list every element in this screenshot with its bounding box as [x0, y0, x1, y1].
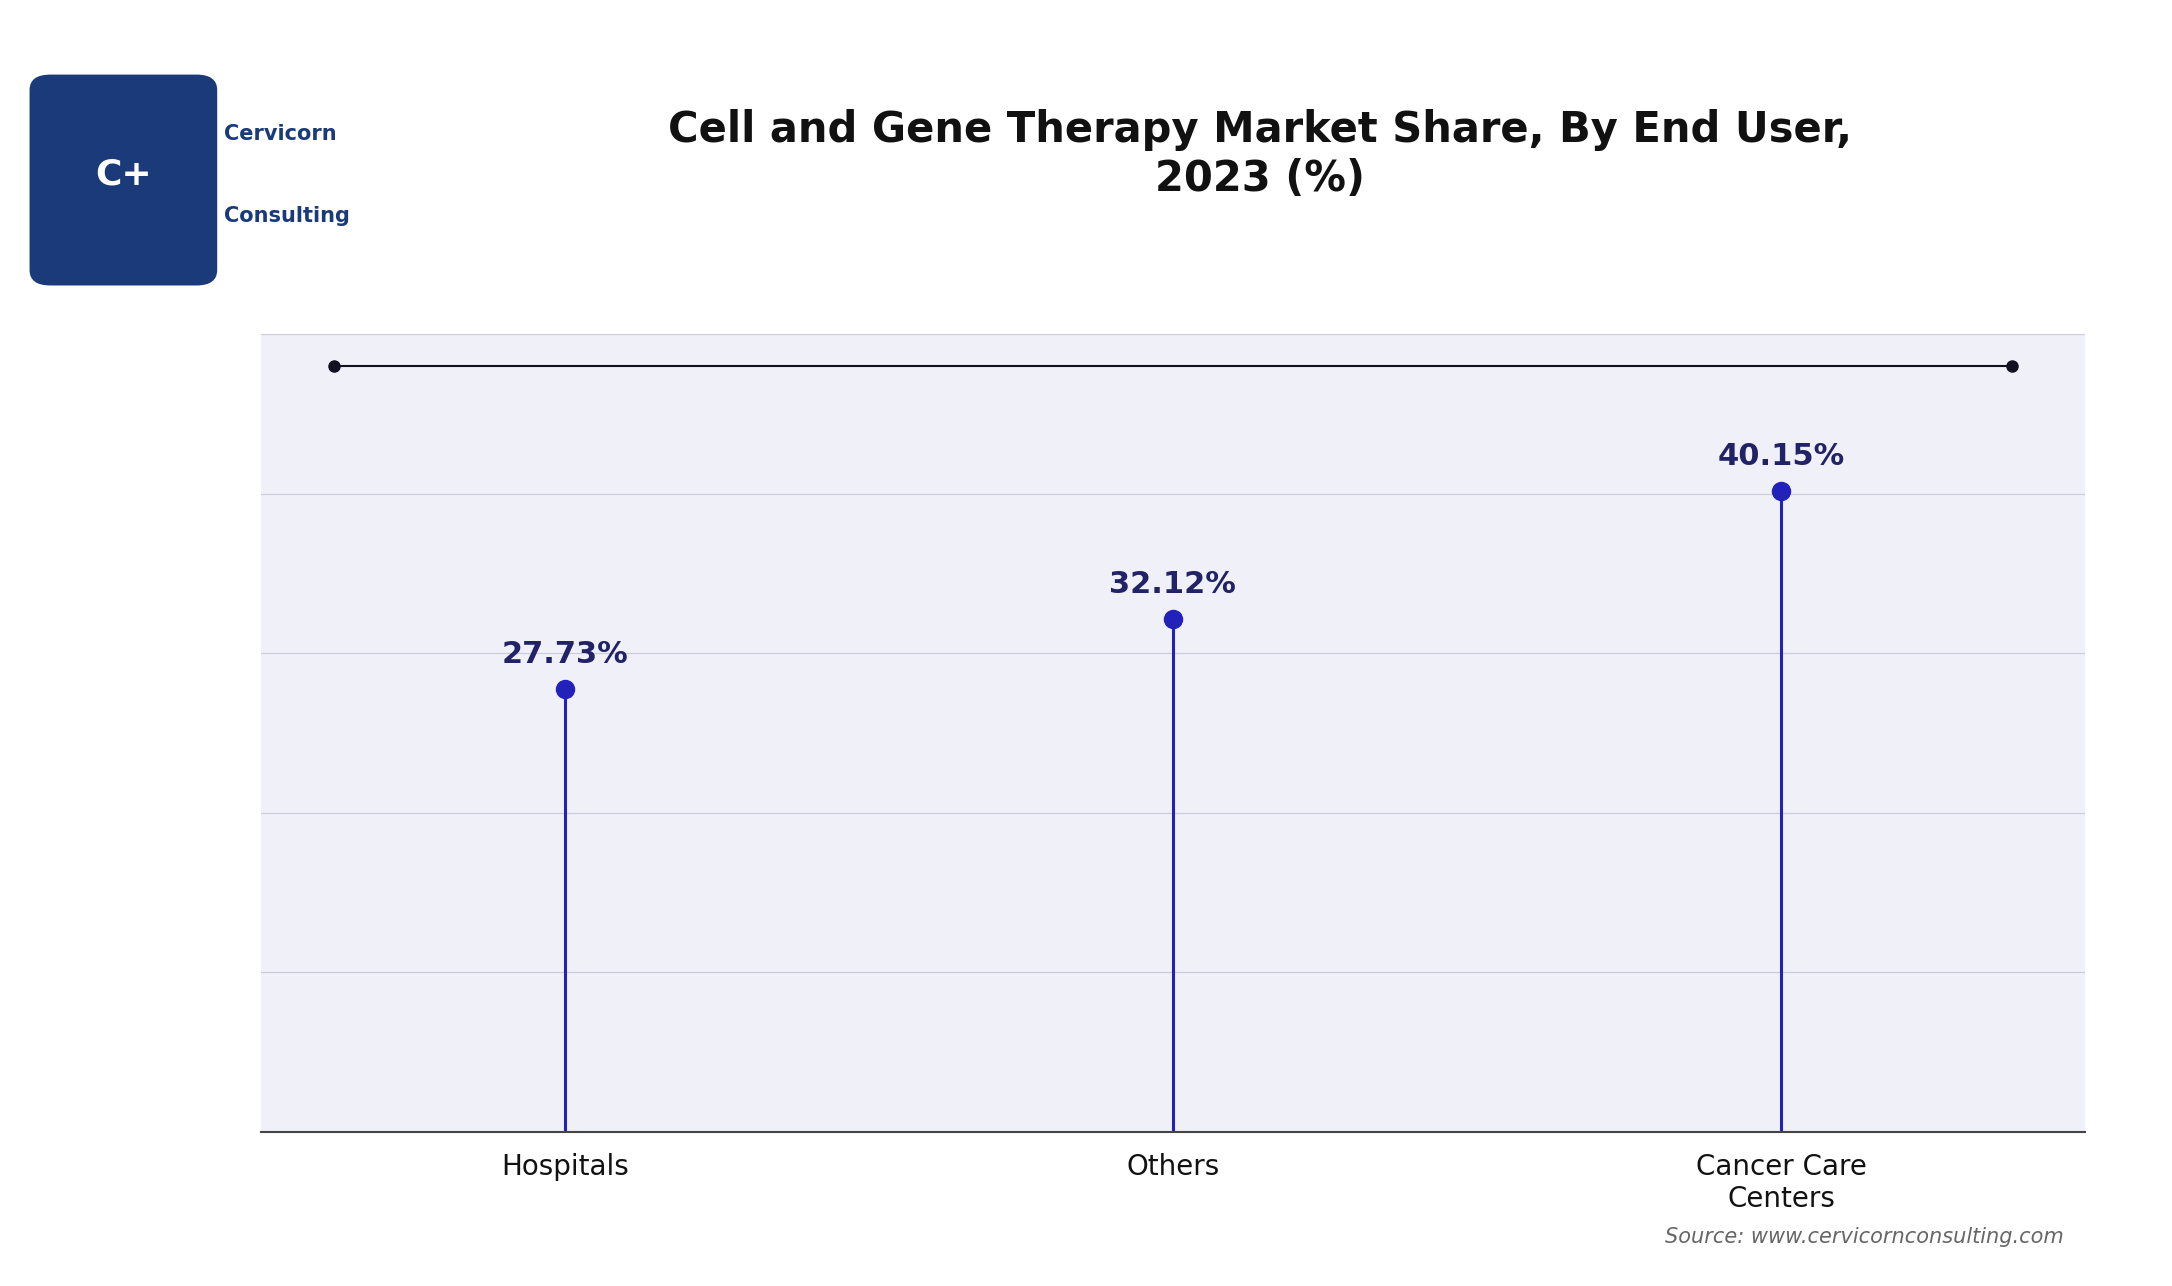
Text: Consulting: Consulting	[224, 206, 350, 226]
Text: C+: C+	[96, 158, 152, 192]
Text: Cell and Gene Therapy Market Share, By End User,
2023 (%): Cell and Gene Therapy Market Share, By E…	[667, 109, 1853, 199]
Text: 32.12%: 32.12%	[1110, 570, 1236, 599]
FancyBboxPatch shape	[30, 75, 217, 285]
Text: 27.73%: 27.73%	[502, 639, 628, 669]
Text: 40.15%: 40.15%	[1718, 441, 1844, 471]
Text: Cervicorn: Cervicorn	[224, 123, 337, 144]
Text: Source: www.cervicornconsulting.com: Source: www.cervicornconsulting.com	[1664, 1227, 2063, 1247]
